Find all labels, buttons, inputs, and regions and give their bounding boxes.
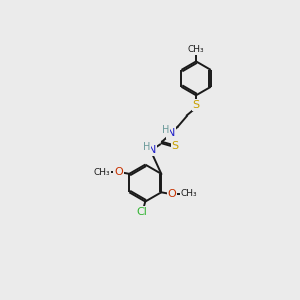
Text: S: S [172, 141, 179, 151]
Text: CH₃: CH₃ [188, 45, 204, 54]
Text: S: S [193, 100, 200, 110]
Text: Cl: Cl [137, 207, 148, 217]
Text: H: H [162, 125, 169, 135]
Text: O: O [168, 189, 176, 199]
Text: N: N [148, 145, 156, 155]
Text: CH₃: CH₃ [181, 189, 197, 198]
Text: H: H [143, 142, 151, 152]
Text: N: N [167, 128, 175, 138]
Text: O: O [114, 167, 123, 177]
Text: CH₃: CH₃ [93, 168, 110, 177]
